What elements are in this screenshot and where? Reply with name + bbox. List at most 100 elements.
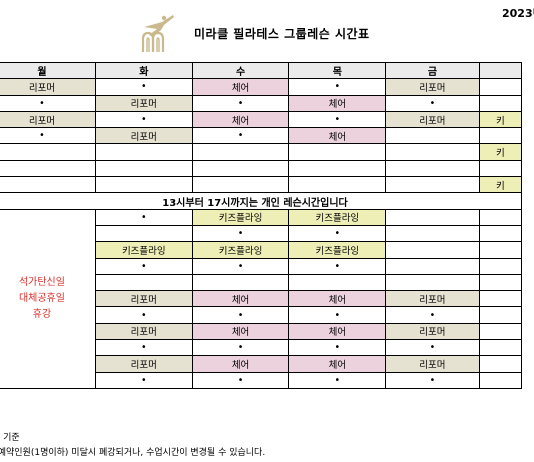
schedule-cell: • [94,257,193,275]
table-row: 석가탄신일 대체공휴일 휴강 • 키즈플라잉 키즈플라잉 [0,208,523,389]
schedule-cell: • [94,306,193,324]
schedule-cell: 리포머 [385,322,480,341]
schedule-cell: 체어 [191,355,290,373]
schedule-cell [288,176,387,194]
schedule-cell: • [288,339,387,357]
schedule-cell: • [385,371,480,389]
schedule-cell: • [94,110,193,129]
schedule-cell [385,127,480,145]
schedule-cell: 리포머 [0,110,96,129]
schedule-cell [478,159,523,178]
year-label: 2023년 [502,7,534,20]
schedule-cell [191,159,290,178]
schedule-cell: • [288,257,387,275]
schedule-cell: 리포머 [94,322,193,341]
schedule-cell [385,224,480,243]
schedule-cell: 체어 [288,127,387,145]
schedule-cell: 체어 [191,110,290,129]
table-row: 키 [0,143,523,161]
schedule-cell: • [288,371,387,389]
schedule-cell: 리포머 [385,290,480,308]
schedule-cell [478,322,523,341]
table-row: 키즈플라잉 키즈플라잉 키즈플라잉 [0,241,523,259]
schedule-cell: 키 [478,110,523,129]
schedule-cell [478,273,523,292]
schedule-cell: 키즈플라잉 [288,241,387,259]
schedule-cell: • [288,306,387,324]
day-header-row: 월 화 수 목 금 [0,61,523,80]
schedule-cell [478,339,523,357]
schedule-cell: • [288,78,387,96]
schedule-cell [94,143,193,161]
table-row: 리포머 • 체어 • 리포머 [0,78,523,96]
table-row: • 리포머 • 체어 • [0,94,523,112]
schedule-cell [94,224,193,243]
schedule-cell [0,143,96,161]
footnote-1: 분 기준 [0,433,20,443]
schedule-cell: • [385,306,480,324]
schedule-cell: 리포머 [94,290,193,308]
schedule-cell: • [94,339,193,357]
day-header-thu: 목 [288,61,387,80]
schedule-cell: 리포머 [385,355,480,373]
day-header-mon: 월 [0,61,96,80]
schedule-cell [385,176,480,194]
schedule-cell [385,143,480,161]
schedule-cell [288,143,387,161]
schedule-cell: • [191,339,290,357]
schedule-cell: 키즈플라잉 [191,241,290,259]
schedule-cell [385,159,480,178]
schedule-cell [478,355,523,373]
schedule-cell [478,94,523,112]
schedule-cell [0,159,96,178]
table-row: • 리포머 • 체어 [0,127,523,145]
schedule-cell: • [385,339,480,357]
day-header-wed: 수 [191,61,290,80]
day-header-sat [478,61,523,80]
schedule-cell: 키즈플라잉 [94,241,193,259]
schedule-cell [385,257,480,275]
schedule-cell: • [288,110,387,129]
schedule-cell: • [94,208,193,226]
schedule-cell [288,159,387,178]
table-row: 키 [0,176,523,194]
schedule-cell: • [385,94,480,112]
holiday-note-line: 대체공휴일 [18,292,65,304]
schedule-cell [478,290,523,308]
schedule-cell [478,208,523,226]
table-row [0,273,523,292]
banner-row: 13시부터 17시까지는 개인 레슨시간입니다 [0,192,522,210]
table-row: • • • • [0,371,523,389]
schedule-cell: 키즈플라잉 [288,208,387,226]
schedule-cell: 리포머 [385,110,480,129]
schedule-cell: 체어 [191,322,290,341]
table-row [0,159,523,178]
schedule-cell: 체어 [191,78,290,96]
schedule-cell: • [191,371,290,389]
schedule-cell [191,176,290,194]
holiday-note: 석가탄신일 대체공휴일 휴강 [0,208,96,389]
schedule-cell: 키 [478,176,523,194]
schedule-cell: 리포머 [0,78,96,96]
schedule-cell: • [288,224,387,243]
schedule-cell [385,208,480,226]
schedule-cell: 체어 [288,290,387,308]
schedule-cell: 체어 [288,94,387,112]
day-header-fri: 금 [385,61,480,80]
footnote-2: 예약인원(1명이하) 미달시 폐강되거나, 수업시간이 변경될 수 있습니다. [0,448,266,458]
schedule-cell [478,224,523,243]
schedule-cell [385,273,480,292]
schedule-cell: 키즈플라잉 [191,208,290,226]
schedule-cell [191,273,290,292]
schedule-cell [288,273,387,292]
schedule-cell [478,241,523,259]
page-title: 미라클 필라테스 그룹레슨 시간표 [194,27,370,41]
schedule-cell: • [0,127,96,145]
schedule-cell: 리포머 [94,355,193,373]
table-row: 리포머 • 체어 • 리포머 키 [0,110,523,129]
schedule-cell [478,306,523,324]
schedule-cell [94,273,193,292]
holiday-note-line: 휴강 [32,308,52,320]
schedule-cell: 리포머 [94,94,193,112]
schedule-cell [191,143,290,161]
